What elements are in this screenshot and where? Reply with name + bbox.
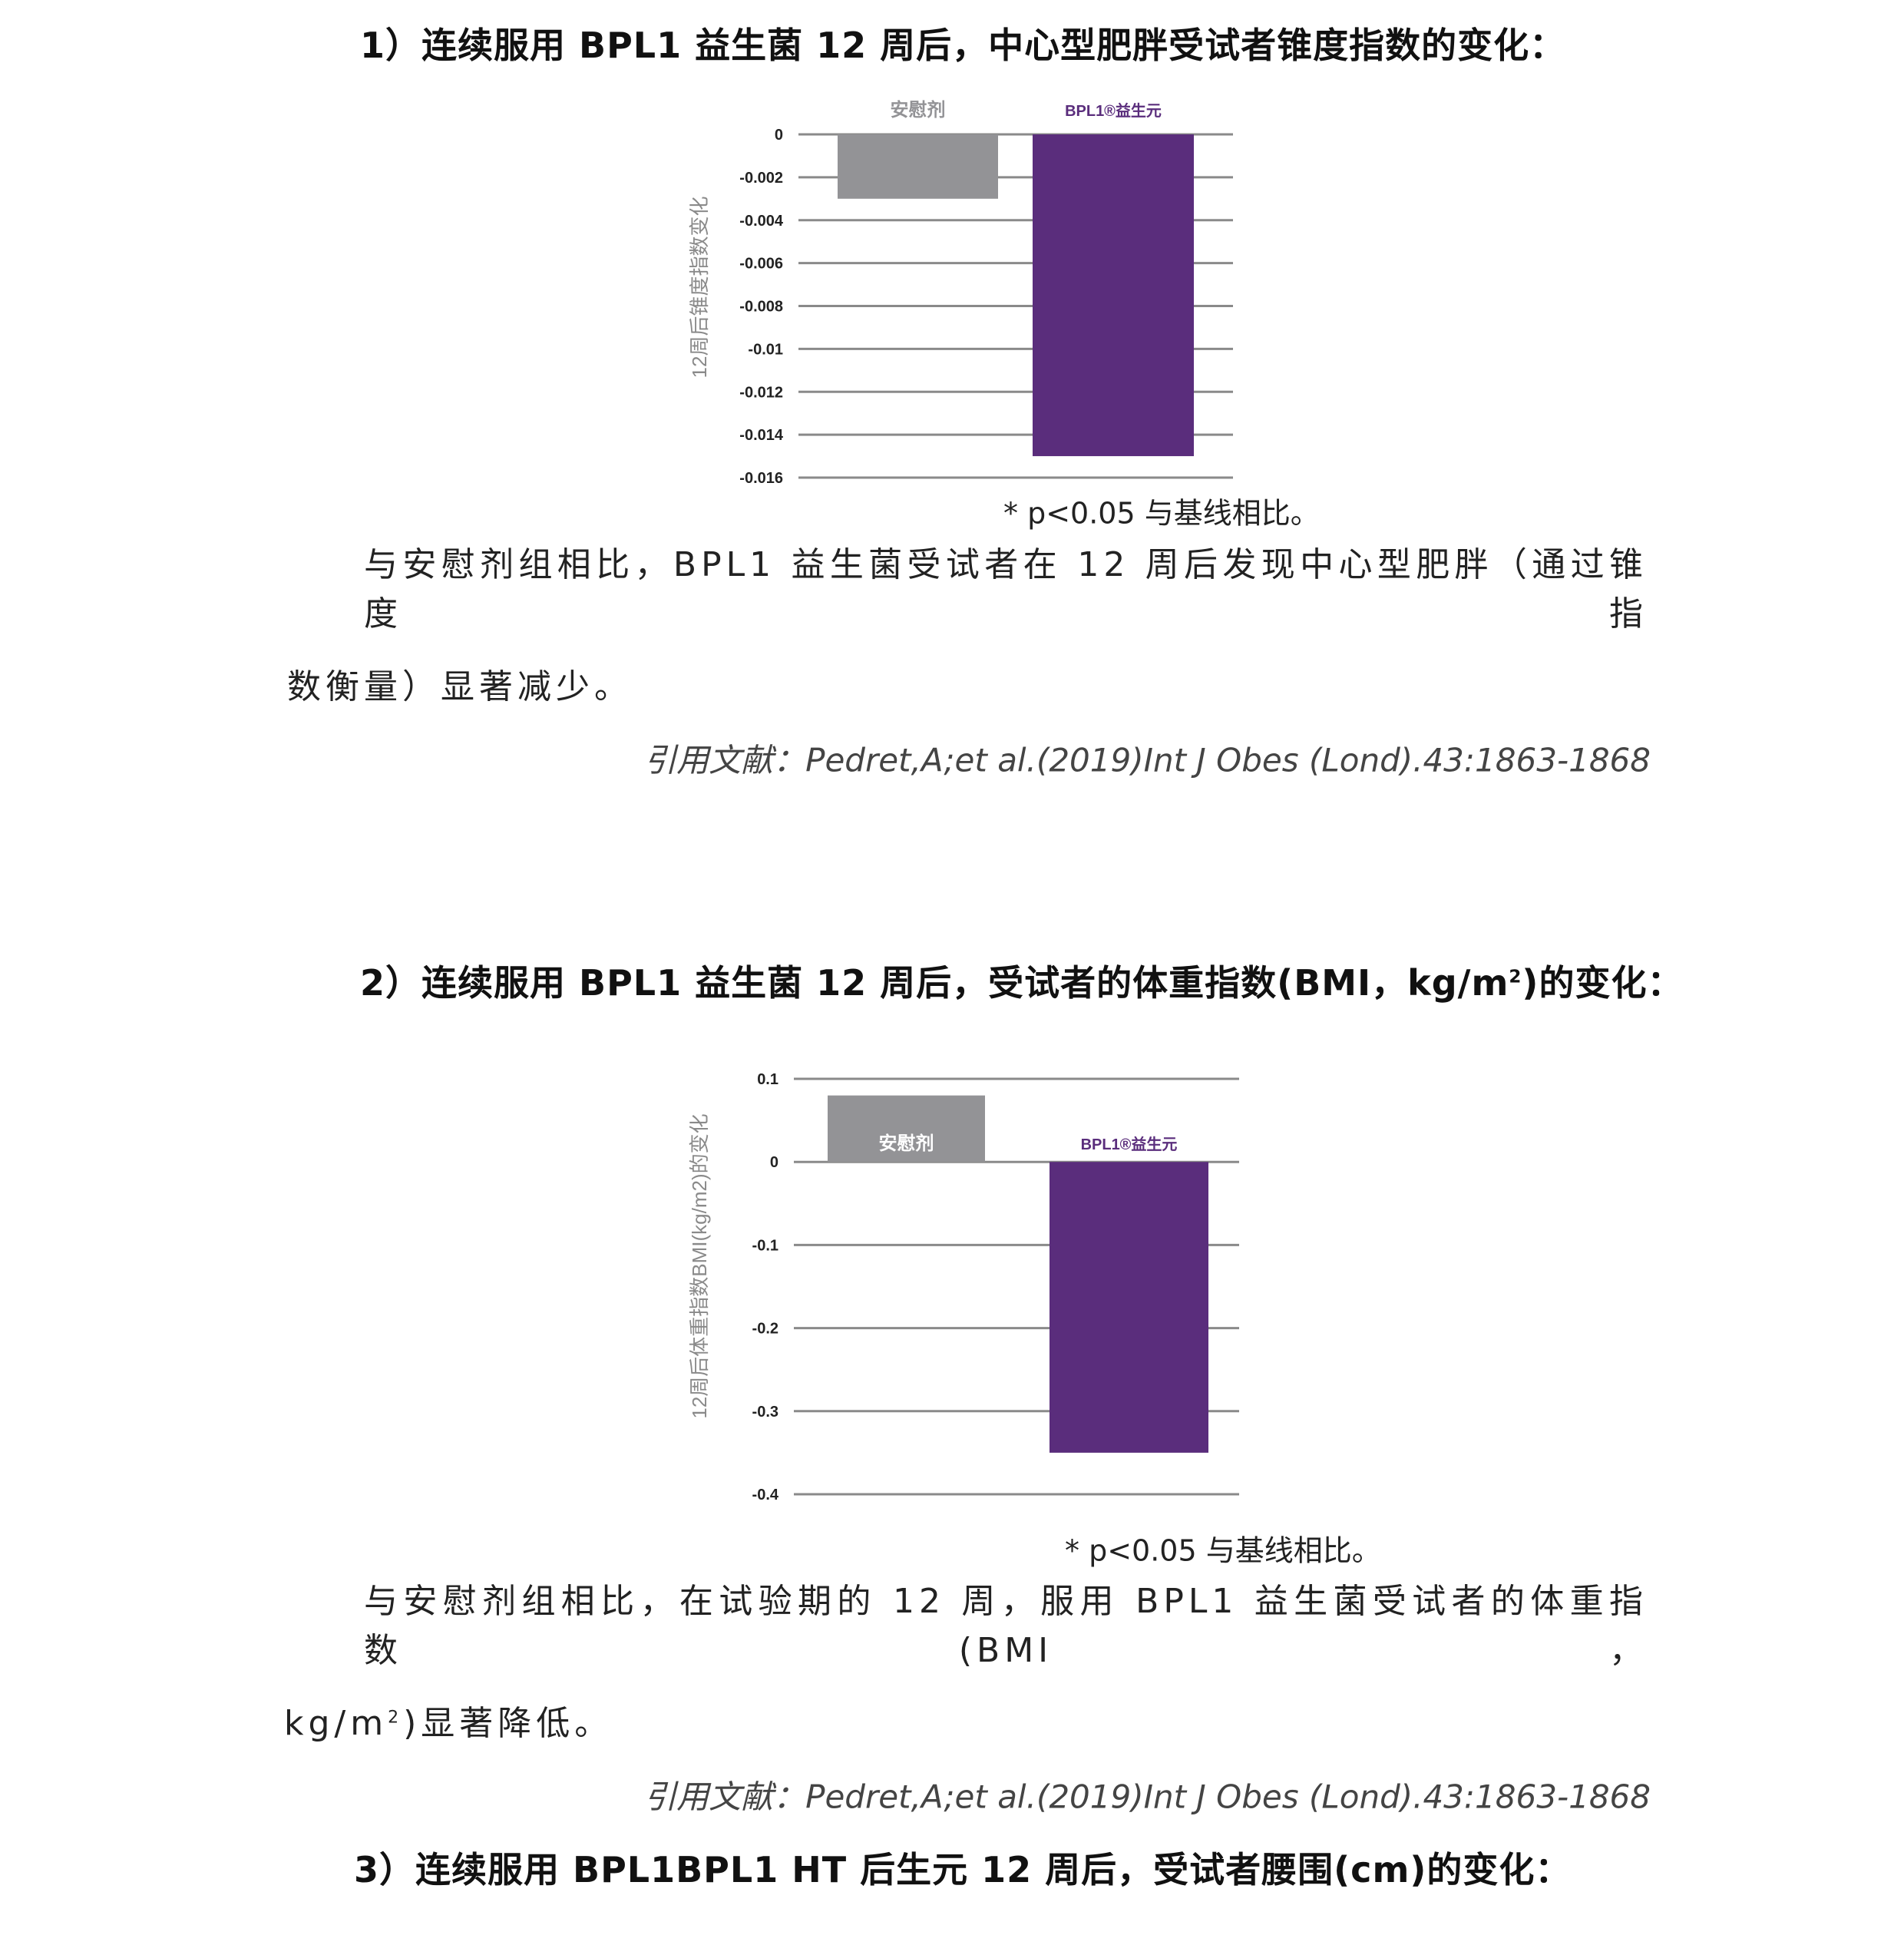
y-tick-label: -0.002	[739, 170, 783, 187]
y-tick-label: -0.2	[752, 1321, 778, 1338]
bar-bpl1	[1050, 1162, 1208, 1453]
section1-title: 1）连续服用 BPL1 益生菌 12 周后，中心型肥胖受试者锥度指数的变化：	[360, 25, 1566, 66]
section1-citation: 引用文献：Pedret,A;et al.(2019)Int J Obes (Lo…	[644, 741, 1651, 779]
section2-paragraph-line1: 与安慰剂组相比，在试验期的 12 周，服用 BPL1 益生菌受试者的体重指数(B…	[364, 1582, 1648, 1670]
y-tick-label: 0.1	[757, 1071, 778, 1088]
y-tick-label: -0.012	[739, 384, 783, 401]
chart2-footnote: * p<0.05 与基线相比。	[1065, 1533, 1381, 1568]
y-tick-label: -0.1	[752, 1237, 778, 1254]
y-tick-label: -0.014	[739, 427, 784, 444]
section1-paragraph-line2: 数衡量）显著减少。	[287, 667, 633, 706]
category-label: 安慰剂	[891, 99, 946, 121]
chart-coni-index: 0 -0.002 -0.004 -0.006 -0.008 -0.01 -0.012 -0.0…	[688, 99, 1233, 487]
section2-citation: 引用文献：Pedret,A;et al.(2019)Int J Obes (Lo…	[644, 1778, 1651, 1816]
section2-title-text: 2）连续服用 BPL1 益生菌 12 周后，受试者的体重指数(BMI，kg/m	[360, 962, 1509, 1004]
y-tick-label: -0.3	[752, 1404, 778, 1421]
section2-paragraph-unit: kg/m	[284, 1704, 388, 1743]
y-tick-label: -0.006	[739, 256, 783, 273]
section2-title-sup: 2	[1509, 967, 1522, 987]
section1-paragraph-line1: 与安慰剂组相比，BPL1 益生菌受试者在 12 周后发现中心型肥胖（通过锥度指	[364, 545, 1648, 633]
category-label: 安慰剂	[879, 1133, 934, 1154]
bar-bpl1	[1033, 134, 1194, 457]
chart1-footnote: * p<0.05 与基线相比。	[1003, 496, 1320, 531]
y-axis-label: 12周后锥度指数变化	[688, 197, 711, 379]
section2-paragraph-end: )显著降低。	[403, 1704, 613, 1743]
y-tick-label: -0.008	[739, 299, 783, 316]
y-tick-label: 0	[775, 127, 783, 144]
chart-bmi: 0.1 0 -0.1 -0.2 -0.3 -0.4 安慰剂 BPL1®益生元 12周后体重指数B…	[688, 1071, 1239, 1503]
y-tick-label: -0.01	[748, 341, 783, 358]
y-tick-label: -0.004	[739, 213, 784, 230]
y-tick-label: -0.016	[739, 470, 783, 487]
bar-placebo	[828, 1095, 985, 1163]
y-tick-label: -0.4	[752, 1487, 779, 1503]
section2-title: 2）连续服用 BPL1 益生菌 12 周后，受试者的体重指数(BMI，kg/m2…	[360, 955, 1683, 1006]
category-label: BPL1®益生元	[1081, 1135, 1178, 1153]
section2-title-end: )的变化：	[1522, 962, 1684, 1004]
y-axis-label: 12周后体重指数BMI(kg/m2)的变化	[688, 1113, 711, 1418]
section2-paragraph-sup: 2	[388, 1708, 404, 1728]
y-tick-label: 0	[770, 1154, 778, 1171]
category-label: BPL1®益生元	[1065, 101, 1162, 120]
section3-title: 3）连续服用 BPL1BPL1 HT 后生元 12 周后，受试者腰围(cm)的变…	[354, 1849, 1572, 1890]
section2-paragraph-line2: kg/m2)显著降低。	[284, 1695, 613, 1745]
bar-placebo	[838, 134, 998, 199]
